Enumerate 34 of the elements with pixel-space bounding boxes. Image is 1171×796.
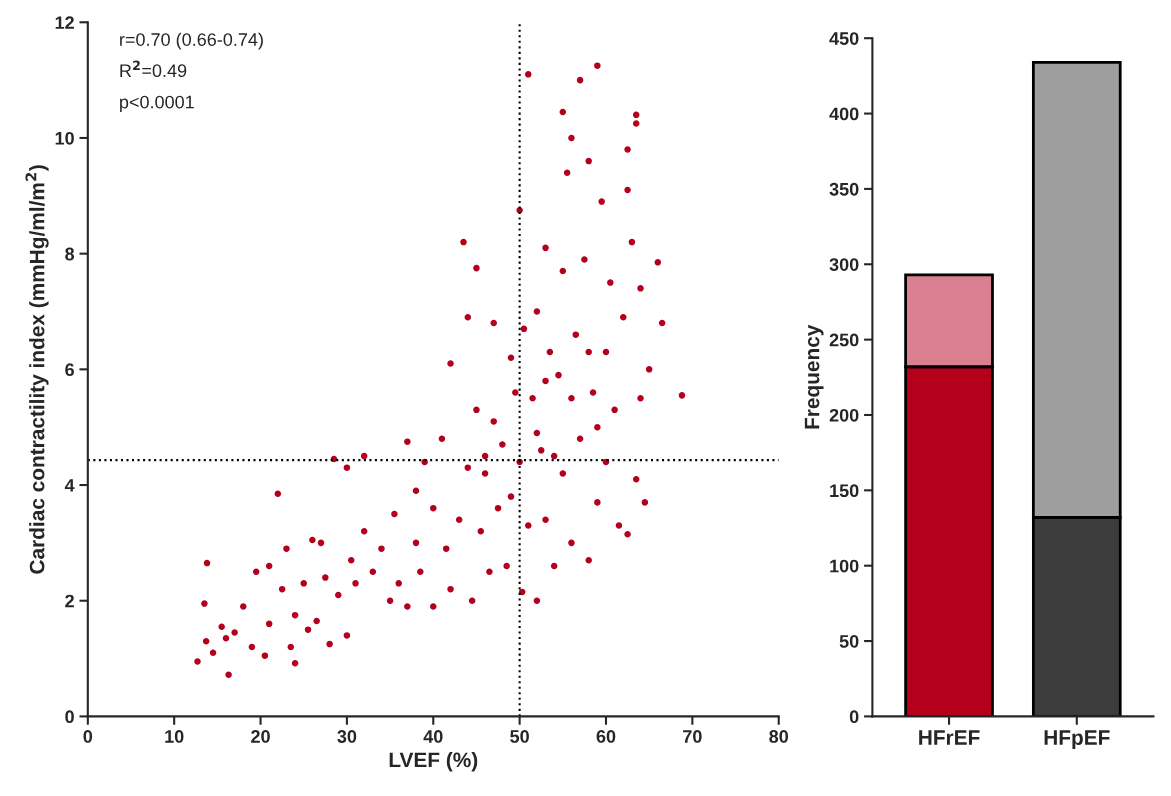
y-tick-label: 450	[829, 32, 859, 45]
y-tick-label: 4	[64, 479, 75, 492]
y-tick-label: 400	[829, 107, 859, 121]
y-tick-label: 12	[55, 16, 74, 29]
x-tick-label: HFrEF	[919, 730, 980, 745]
x-tick-label: 10	[165, 730, 184, 743]
annotation: p<0.0001	[120, 95, 194, 112]
x-tick-label: 50	[510, 730, 529, 743]
y-tick-label: 100	[830, 559, 859, 573]
x-tick-label: 30	[337, 730, 357, 743]
y-tick-label: 10	[55, 131, 74, 145]
y-tick-label: 8	[65, 247, 75, 261]
y-tick-label: 150	[830, 484, 859, 498]
x-tick-label: 40	[423, 730, 443, 743]
y-tick-label: 300	[829, 258, 859, 272]
y-tick-label: 0	[849, 710, 859, 724]
x-tick-label: 20	[251, 730, 270, 743]
y-tick-label: 2	[65, 594, 74, 608]
y-tick-label: 6	[65, 363, 74, 377]
x-tick-label: 60	[596, 730, 616, 743]
x-tick-label: 70	[683, 730, 702, 743]
y-axis-title: Cardiac contractility index (mmHg/ml/m$^{2}$)	[25, 165, 49, 574]
x-tick-label: 0	[83, 730, 93, 743]
y-tick-label: 350	[829, 182, 859, 196]
y-tick-label: 0	[65, 710, 74, 724]
y-tick-label: 200	[829, 408, 859, 422]
annotation: R$^{2}$=0.49	[120, 60, 187, 78]
y-axis-title: Frequency	[804, 324, 824, 429]
y-tick-label: 250	[829, 333, 859, 347]
x-tick-label: HFpEF	[1044, 730, 1110, 750]
x-axis-title: LVEF (%)	[389, 751, 478, 772]
y-tick-label: 50	[839, 634, 859, 648]
x-tick-label: 80	[769, 730, 789, 743]
annotation: r=0.70 (0.66-0.74)	[120, 32, 263, 50]
